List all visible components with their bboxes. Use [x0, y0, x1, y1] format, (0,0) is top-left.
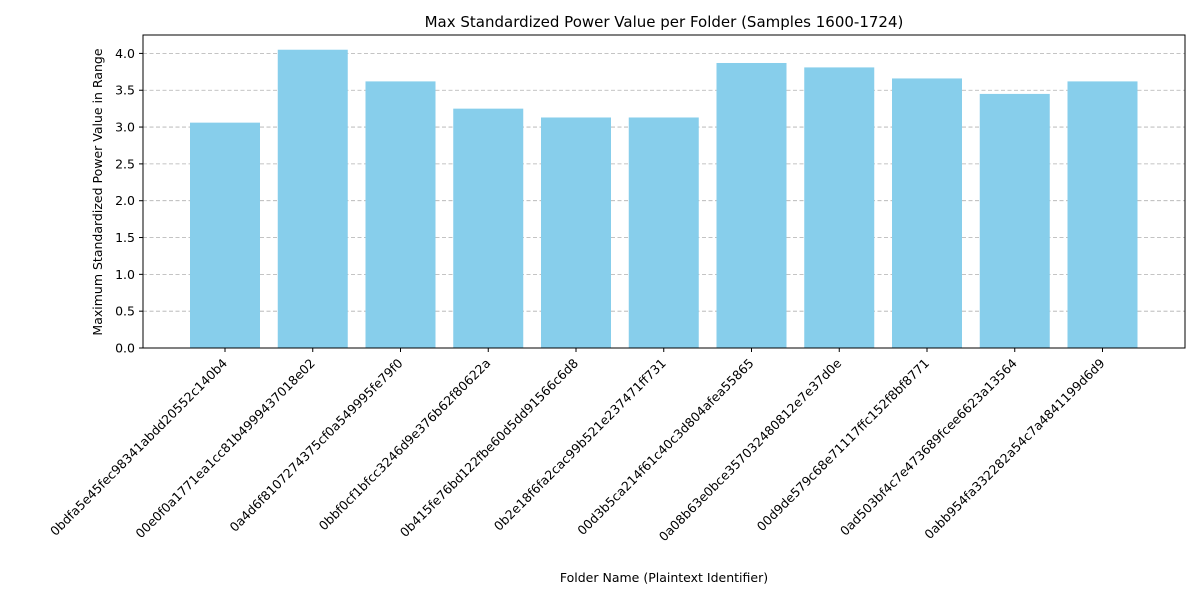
y-tick-label: 2.0: [115, 193, 135, 208]
bar: [892, 78, 962, 348]
x-tick-label: 00d3b5ca214f61c40c3d804afea55865: [574, 356, 756, 538]
bars: [190, 49, 1138, 349]
bar: [804, 67, 875, 348]
y-tick-label: 2.5: [115, 156, 135, 171]
bar: [1067, 81, 1138, 348]
bar: [365, 81, 436, 348]
y-tick-label: 1.5: [115, 230, 135, 245]
bar: [716, 62, 787, 349]
y-tick-label: 0.0: [115, 341, 135, 356]
bar: [453, 108, 524, 348]
x-axis: 0bdfa5e45fec98341abdd20552c140b400e0f0a1…: [47, 348, 1108, 544]
x-tick-label: 0b2e18f6fa2cac99b521e237471ff731: [491, 356, 669, 534]
x-tick-label: 0a08b63e0bce357032480812e7e37d0e: [656, 355, 845, 544]
x-tick-label: 00d9de579c68e71117ffc152f8bf8771: [754, 356, 932, 534]
bar: [190, 122, 260, 348]
y-tick-label: 1.0: [115, 267, 135, 282]
chart-title: Max Standardized Power Value per Folder …: [425, 13, 904, 31]
x-tick-label: 0a4d6f8107274375cf0a549995fe79f0: [226, 355, 405, 534]
bar: [541, 117, 611, 348]
bar: [277, 49, 348, 349]
y-tick-label: 0.5: [115, 304, 135, 319]
x-tick-label: 0ad503bf4c7e473689fcee6623a13564: [837, 355, 1020, 538]
y-tick-label: 4.0: [115, 46, 135, 61]
x-axis-label: Folder Name (Plaintext Identifier): [560, 570, 768, 585]
y-axis-label: Maximum Standardized Power Value in Rang…: [90, 48, 105, 335]
x-tick-label: 0bdfa5e45fec98341abdd20552c140b4: [47, 355, 230, 538]
x-tick-label: 0bbf0cf1bfcc3246d9e376b62f80622a: [316, 356, 494, 534]
y-tick-label: 3.5: [115, 83, 135, 98]
x-tick-label: 0b415fe76bd122fbe60d5dd91566c6d8: [397, 355, 581, 539]
x-tick-label: 00e0f0a1771ea1cc81b4999437018e02: [132, 356, 318, 542]
y-tick-label: 3.0: [115, 120, 135, 135]
bar: [979, 93, 1050, 348]
x-tick-label: 0abb954fa332282a54c7a4841199d6d9: [921, 355, 1107, 541]
bar: [628, 117, 699, 348]
y-axis: 0.0 0.5 1.0 1.5 2.0 2.5 3.0 3.5 4.0: [115, 46, 143, 356]
